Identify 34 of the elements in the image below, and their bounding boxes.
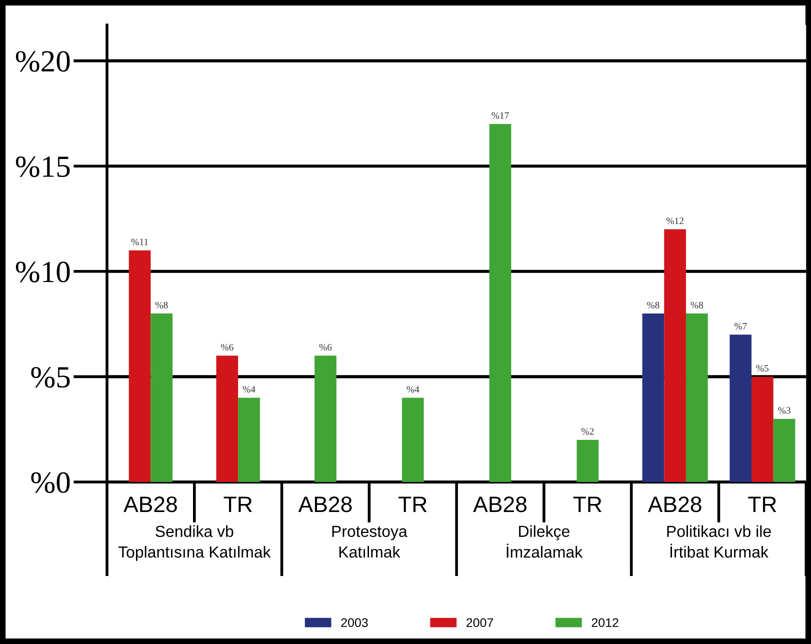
legend-label: 2003 bbox=[341, 618, 368, 628]
data-label: %2 bbox=[582, 428, 594, 435]
data-label: %8 bbox=[155, 302, 168, 308]
y-tick-label: %0 bbox=[31, 472, 70, 493]
y-tick-label: %5 bbox=[31, 366, 70, 388]
text: Sendika vb Toplantısına Katılmak bbox=[118, 525, 271, 561]
x-tick-label: TR bbox=[398, 496, 427, 512]
data-label: %7 bbox=[734, 322, 747, 330]
text: Protestoya Katılmak bbox=[332, 526, 408, 558]
x-tick-label: TR bbox=[748, 496, 776, 512]
data-label: %12 bbox=[666, 218, 684, 224]
x-tick-label: AB28 bbox=[298, 496, 352, 512]
data-label: %5 bbox=[756, 365, 769, 372]
legend-label: 2007 bbox=[466, 618, 494, 628]
x-tick-label: AB28 bbox=[473, 496, 526, 512]
data-label: %11 bbox=[131, 238, 148, 246]
y-tick-label: %20 bbox=[16, 51, 70, 72]
x-tick-label: AB28 bbox=[124, 496, 177, 512]
data-label: %6 bbox=[221, 344, 234, 351]
text: Dilekçe İmzalamak bbox=[506, 525, 583, 558]
legend-label: 2012 bbox=[592, 618, 618, 628]
x-tick-label: TR bbox=[224, 496, 252, 512]
x-tick-label: AB28 bbox=[648, 496, 702, 512]
y-tick-label: %10 bbox=[16, 262, 70, 282]
data-label: %17 bbox=[492, 112, 509, 119]
x-tick-label: TR bbox=[573, 496, 602, 512]
data-label: %8 bbox=[647, 302, 660, 308]
data-label: %3 bbox=[778, 407, 790, 414]
data-label: %6 bbox=[319, 344, 332, 351]
data-label: %4 bbox=[242, 386, 256, 393]
data-label: %4 bbox=[406, 386, 420, 393]
y-tick-label: %15 bbox=[16, 156, 70, 178]
text: Politikacı vb ile İrtibat Kurmak bbox=[667, 525, 771, 558]
data-label: %8 bbox=[690, 302, 704, 308]
